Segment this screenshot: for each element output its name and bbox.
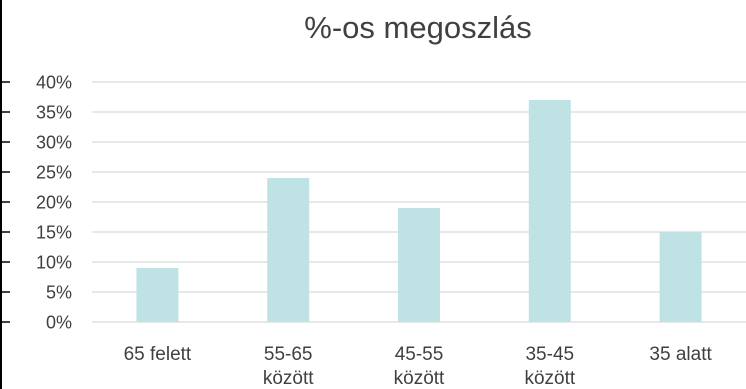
y-tick-label: 30% <box>36 133 72 153</box>
bar <box>659 232 702 322</box>
x-tick-label: 55-65 <box>264 344 313 365</box>
y-tick-label: 25% <box>36 163 72 183</box>
x-tick-label: 45-55 <box>395 344 444 365</box>
y-tick-label: 20% <box>36 193 72 213</box>
x-tick-label: 35 alatt <box>649 344 712 365</box>
x-tick-label: között <box>524 368 575 389</box>
y-tick-label: 15% <box>36 223 72 243</box>
x-tick-label: 35-45 <box>525 344 574 365</box>
y-tick-label: 35% <box>36 103 72 123</box>
x-tick-label: között <box>394 368 445 389</box>
y-tick-label: 0% <box>46 313 72 333</box>
y-tick-label: 10% <box>36 253 72 273</box>
x-tick-label: 65 felett <box>124 344 192 365</box>
bar <box>267 178 310 322</box>
left-border-line <box>0 0 2 389</box>
y-tick-label: 5% <box>46 283 72 303</box>
x-tick-label: között <box>263 368 314 389</box>
y-tick-label: 40% <box>36 73 72 93</box>
bar <box>136 268 179 322</box>
bar <box>398 208 440 322</box>
bar <box>528 100 571 322</box>
chart-title: %-os megoszlás <box>304 10 532 45</box>
